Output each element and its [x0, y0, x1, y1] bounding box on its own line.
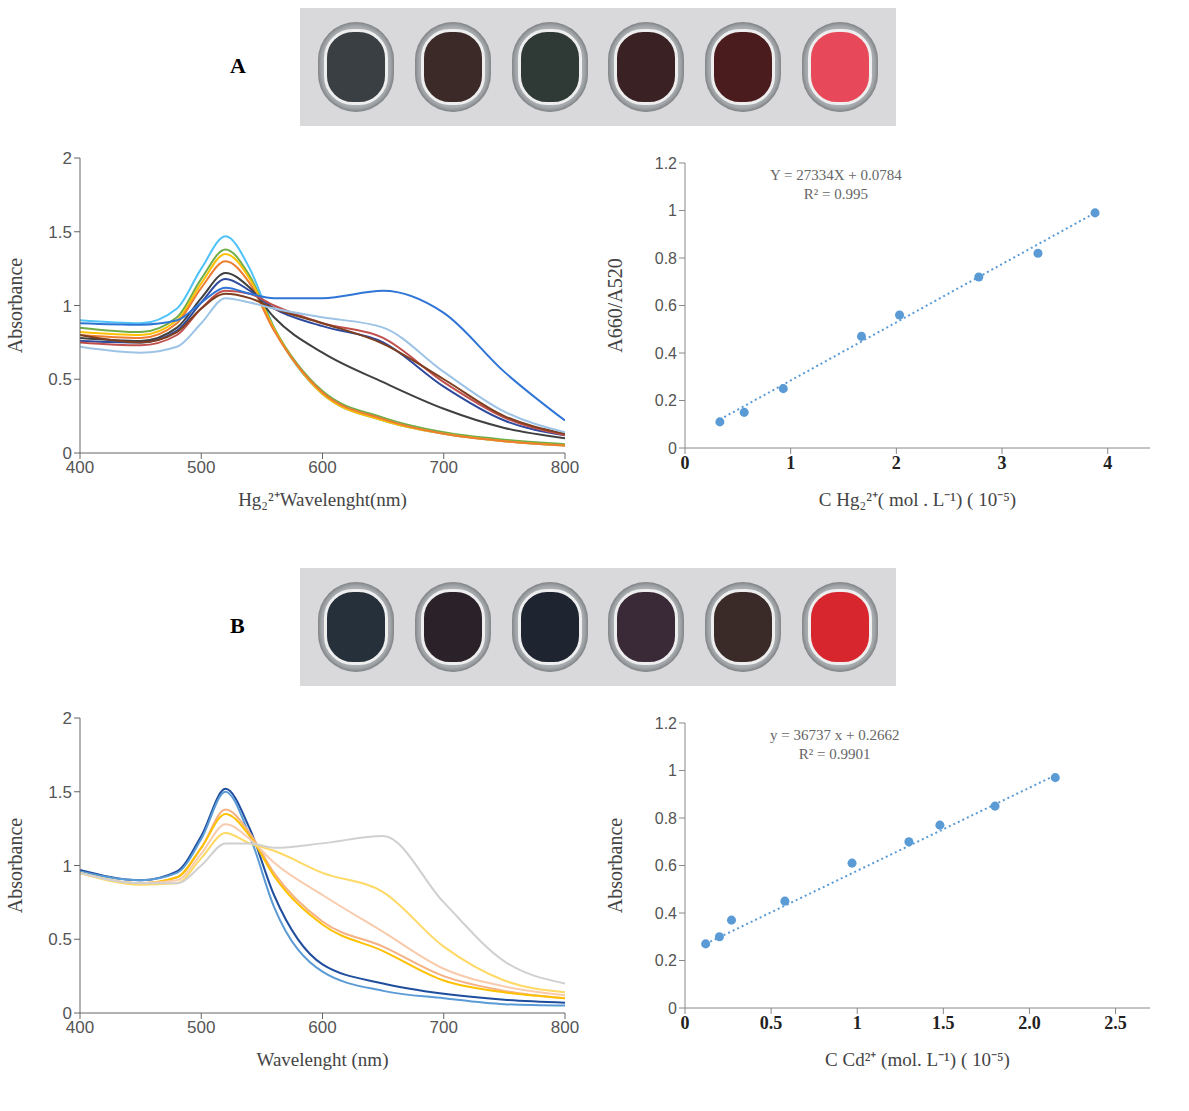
svg-text:1: 1 — [63, 297, 72, 316]
svg-text:0: 0 — [63, 444, 72, 463]
svg-text:C Cd²⁺ (mol. L⁻¹) ( 10⁻⁵): C Cd²⁺ (mol. L⁻¹) ( 10⁻⁵) — [825, 1049, 1010, 1071]
html-text:A: A — [230, 53, 246, 78]
svg-text:0.4: 0.4 — [655, 905, 677, 922]
svg-text:0: 0 — [668, 440, 677, 457]
svg-text:0.5: 0.5 — [48, 930, 72, 949]
svg-text:1: 1 — [668, 202, 677, 219]
svg-text:2: 2 — [63, 149, 72, 168]
svg-text:0.8: 0.8 — [655, 810, 677, 827]
html-text:y = 36737 x + 0.2662: y = 36737 x + 0.2662 — [770, 727, 900, 743]
svg-text:700: 700 — [430, 1018, 458, 1037]
html-text:B: B — [230, 613, 245, 638]
svg-text:1: 1 — [853, 1013, 862, 1033]
svg-text:400: 400 — [65, 1018, 95, 1038]
svg-text:Absorbance: Absorbance — [604, 818, 626, 914]
svg-text:0: 0 — [681, 1013, 690, 1033]
svg-text:0: 0 — [681, 453, 690, 473]
svg-text:Absorbance: Absorbance — [4, 818, 26, 914]
svg-text:1: 1 — [668, 762, 677, 779]
html-text:Y = 27334X + 0.0784: Y = 27334X + 0.0784 — [770, 167, 902, 183]
svg-text:600: 600 — [308, 458, 336, 477]
svg-text:1.2: 1.2 — [655, 715, 677, 732]
svg-text:2: 2 — [892, 453, 901, 473]
svg-text:0.2: 0.2 — [655, 392, 677, 409]
svg-text:1: 1 — [786, 453, 795, 473]
html-text:R² = 0.995: R² = 0.995 — [803, 186, 868, 202]
svg-text:2.0: 2.0 — [1018, 1013, 1041, 1033]
svg-text:C Hg₂²⁺( mol . L⁻¹) ( 10⁻⁵): C Hg₂²⁺( mol . L⁻¹) ( 10⁻⁵) — [819, 489, 1016, 511]
svg-text:700: 700 — [430, 458, 458, 477]
svg-text:0.5: 0.5 — [48, 370, 72, 389]
svg-text:800: 800 — [551, 1018, 579, 1037]
svg-text:A660/A520: A660/A520 — [604, 258, 626, 352]
svg-text:Hg₂²⁺Wavelenght(nm): Hg₂²⁺Wavelenght(nm) — [238, 489, 407, 511]
svg-text:0: 0 — [668, 1000, 677, 1017]
svg-text:500: 500 — [187, 1018, 215, 1037]
svg-text:0.2: 0.2 — [655, 952, 677, 969]
svg-text:800: 800 — [551, 458, 579, 477]
svg-text:0.6: 0.6 — [655, 857, 677, 874]
svg-text:600: 600 — [308, 1018, 336, 1037]
html-text:R² = 0.9901: R² = 0.9901 — [798, 746, 871, 762]
svg-text:1.5: 1.5 — [48, 783, 72, 802]
svg-text:1: 1 — [63, 857, 72, 876]
svg-text:Absorbance: Absorbance — [4, 258, 26, 354]
svg-text:400: 400 — [65, 458, 95, 478]
svg-text:Wavelenght (nm): Wavelenght (nm) — [257, 1049, 389, 1071]
svg-text:2: 2 — [63, 709, 72, 728]
svg-text:4: 4 — [1103, 453, 1112, 473]
svg-text:0.4: 0.4 — [655, 345, 677, 362]
svg-text:3: 3 — [998, 453, 1007, 473]
svg-text:1.2: 1.2 — [655, 155, 677, 172]
svg-text:0: 0 — [63, 1004, 72, 1023]
svg-text:1.5: 1.5 — [48, 223, 72, 242]
svg-text:0.6: 0.6 — [655, 297, 677, 314]
svg-text:1.5: 1.5 — [932, 1013, 955, 1033]
svg-text:2.5: 2.5 — [1104, 1013, 1127, 1033]
svg-text:0.5: 0.5 — [760, 1013, 783, 1033]
svg-text:500: 500 — [187, 458, 215, 477]
svg-text:0.8: 0.8 — [655, 250, 677, 267]
